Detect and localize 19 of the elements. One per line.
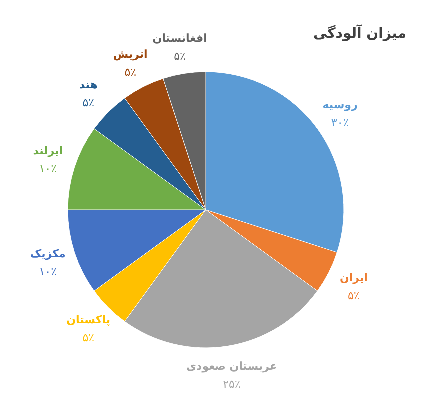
slice-label: ایران — [340, 271, 368, 284]
data-label: ۵٪ — [124, 66, 137, 80]
data-label: ۵٪ — [82, 96, 95, 110]
slice-label: ایرلند — [33, 144, 63, 158]
slice-label: هند — [79, 78, 98, 92]
slice-label: افغانستان — [152, 32, 208, 46]
data-label: ۱۰٪ — [39, 265, 58, 278]
slice-label: مکزیک — [30, 247, 66, 260]
data-label: ۵٪ — [174, 50, 186, 64]
data-label: ۲۵٪ — [223, 378, 241, 391]
data-label: ۵٪ — [82, 331, 95, 344]
slice-label: پاکستان — [66, 313, 111, 326]
data-label: ۵٪ — [348, 289, 360, 302]
data-label: ۳۰٪ — [331, 116, 350, 130]
chart-title: میزان آلودگی — [313, 24, 407, 42]
data-label: ۱۰٪ — [39, 162, 58, 176]
slice-label: اتریش — [113, 48, 148, 62]
slice-label: روسیه — [322, 98, 358, 112]
slice-label: عربستان صعودی — [186, 360, 278, 373]
